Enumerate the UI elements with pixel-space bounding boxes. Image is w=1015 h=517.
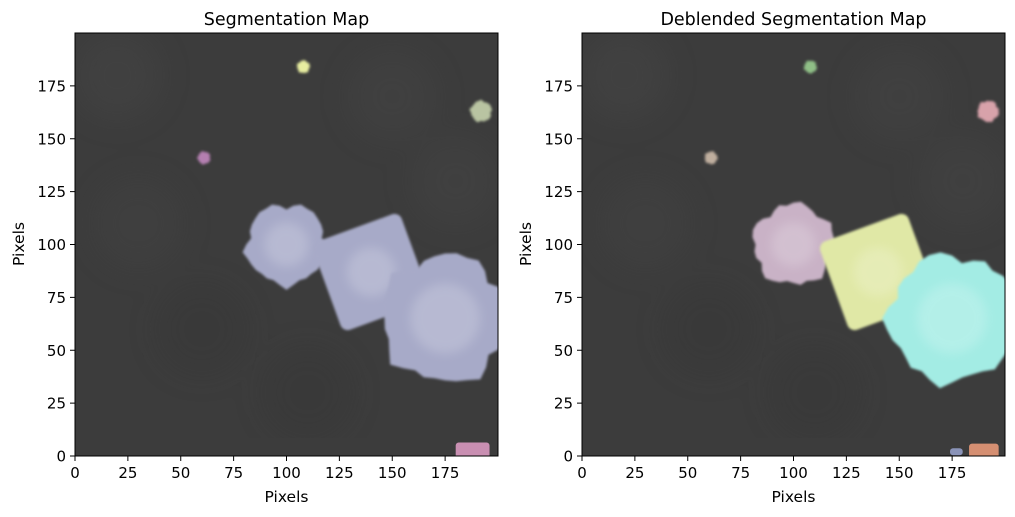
x-tick-label: 50 (171, 464, 190, 482)
y-tick-label: 0 (563, 448, 573, 466)
plot-area (581, 32, 1006, 457)
x-tick-label: 25 (625, 464, 644, 482)
segment-mask (469, 99, 493, 123)
y-tick-label: 175 (37, 77, 66, 95)
chart-title: Segmentation Map (204, 10, 370, 30)
y-tick-label: 75 (554, 289, 573, 307)
x-tick-label: 75 (731, 464, 750, 482)
y-tick-label: 175 (544, 77, 573, 95)
segment-mask (197, 151, 211, 165)
plot-area (74, 32, 499, 457)
segment-region (752, 201, 836, 285)
y-tick-label: 150 (544, 130, 573, 148)
y-tick-label: 125 (37, 183, 66, 201)
segment-mask (977, 100, 999, 123)
y-tick-label: 0 (56, 448, 66, 466)
segment-region (803, 60, 817, 74)
x-tick-label: 125 (325, 464, 354, 482)
segment-mask (803, 60, 817, 74)
x-axis-ticks: 0 25 50 75 100 125 150 175 (577, 456, 966, 482)
y-tick-label: 100 (544, 236, 573, 254)
segment-region (469, 99, 493, 123)
x-tick-label: 75 (224, 464, 243, 482)
segment-mask (950, 448, 963, 456)
source-core-glow (264, 222, 309, 267)
x-tick-label: 150 (378, 464, 407, 482)
y-tick-label: 100 (37, 236, 66, 254)
y-tick-label: 125 (544, 183, 573, 201)
x-tick-label: 0 (70, 464, 80, 482)
x-axis-label: Pixels (265, 488, 309, 506)
x-tick-label: 100 (272, 464, 301, 482)
x-axis-ticks: 0 25 50 75 100 125 150 175 (70, 456, 459, 482)
y-tick-label: 25 (554, 395, 573, 413)
source-core-glow (771, 222, 816, 267)
deblended-segmentation-map-panel: Deblended Segmentation Map 0 25 50 75 100 125… (517, 10, 1006, 506)
x-tick-label: 50 (678, 464, 697, 482)
segment-mask (969, 443, 999, 456)
segment-region (296, 60, 311, 74)
segment-mask (455, 442, 490, 456)
source-core-glow (410, 283, 481, 354)
source-core-glow (917, 283, 988, 354)
segment-region (382, 253, 498, 382)
y-axis-ticks: 0 25 50 75 100 125 150 175 (544, 77, 582, 466)
y-axis-ticks: 0 25 50 75 100 125 150 175 (37, 77, 75, 466)
x-tick-label: 25 (118, 464, 137, 482)
chart-title: Deblended Segmentation Map (660, 10, 926, 30)
y-tick-label: 50 (554, 342, 573, 360)
y-axis-label: Pixels (517, 222, 535, 266)
source-core-glow (346, 247, 396, 297)
background-texture (582, 33, 1005, 438)
segment-region (950, 448, 963, 456)
segment-region (455, 442, 490, 456)
x-tick-label: 175 (938, 464, 967, 482)
segment-region (197, 151, 211, 165)
x-tick-label: 100 (779, 464, 808, 482)
y-tick-label: 50 (47, 342, 66, 360)
segment-region (704, 151, 718, 165)
y-tick-label: 75 (47, 289, 66, 307)
y-tick-label: 150 (37, 130, 66, 148)
segment-mask (296, 60, 311, 74)
y-tick-label: 25 (47, 395, 66, 413)
segment-region (969, 443, 999, 456)
segment-region (882, 252, 1005, 389)
y-axis-label: Pixels (10, 222, 28, 266)
background-texture (75, 33, 498, 438)
x-tick-label: 125 (832, 464, 861, 482)
x-tick-label: 175 (431, 464, 460, 482)
x-tick-label: 0 (577, 464, 587, 482)
segment-mask (704, 151, 718, 165)
segment-region (977, 100, 999, 123)
x-axis-label: Pixels (772, 488, 816, 506)
source-core-glow (853, 247, 903, 297)
segmentation-map-panel: Segmentation Map 0 25 50 75 100 125 150 175 0 25… (10, 10, 499, 506)
segment-region (242, 204, 331, 290)
x-tick-label: 150 (885, 464, 914, 482)
